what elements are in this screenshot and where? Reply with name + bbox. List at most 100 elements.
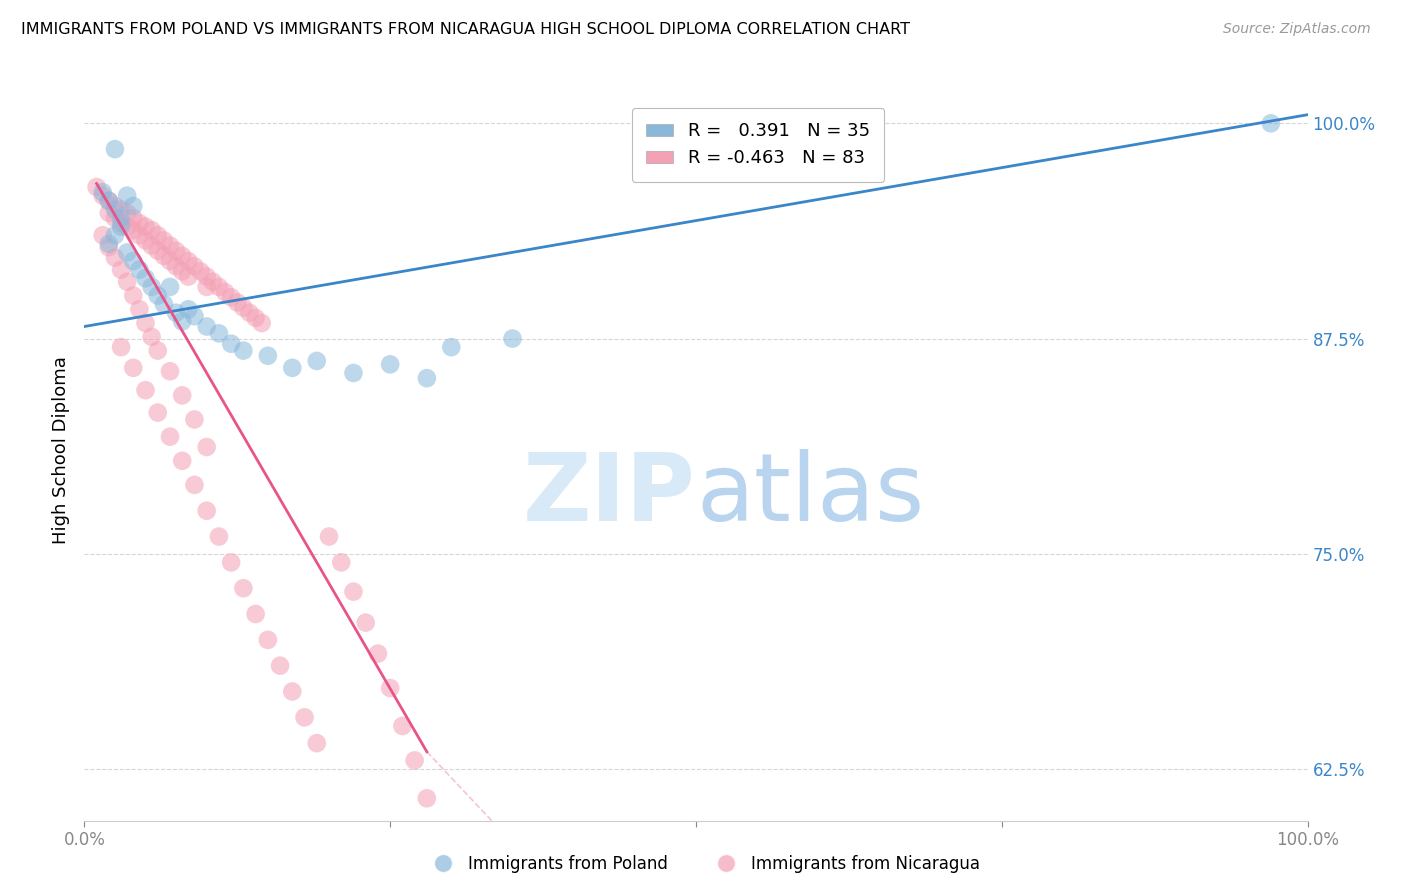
Point [135, 316, 157, 330]
Point [135, 383, 157, 397]
Point [153, 297, 176, 311]
Point [177, 302, 200, 317]
Point [115, 245, 138, 260]
Point [440, 340, 463, 354]
Point [135, 234, 157, 248]
Point [128, 302, 150, 317]
Point [172, 314, 194, 328]
Point [177, 254, 200, 268]
Point [404, 753, 426, 767]
Point [104, 142, 127, 156]
Point [391, 719, 413, 733]
Point [97, 240, 120, 254]
Point [1260, 116, 1282, 130]
Point [195, 269, 218, 284]
Point [115, 206, 138, 220]
Point [159, 364, 181, 378]
Point [115, 275, 138, 289]
Point [159, 280, 181, 294]
Point [128, 262, 150, 277]
Point [165, 306, 187, 320]
Point [219, 336, 242, 351]
Point [330, 555, 353, 569]
Point [380, 681, 402, 695]
Point [281, 684, 304, 698]
Point [159, 430, 181, 444]
Point [416, 791, 439, 805]
Point [122, 288, 145, 302]
Point [122, 211, 145, 225]
Point [232, 581, 254, 595]
Point [159, 238, 181, 252]
Point [208, 280, 231, 294]
Point [172, 249, 194, 263]
Point [238, 306, 260, 320]
Point [232, 343, 254, 358]
Point [146, 244, 169, 258]
Text: atlas: atlas [696, 449, 924, 541]
Point [146, 343, 169, 358]
Point [177, 269, 200, 284]
Point [318, 530, 340, 544]
Point [104, 202, 127, 217]
Point [97, 236, 120, 251]
Point [110, 211, 132, 225]
Point [165, 244, 187, 258]
Point [219, 290, 242, 304]
Point [257, 349, 280, 363]
Point [104, 251, 127, 265]
Point [104, 199, 127, 213]
Point [226, 295, 249, 310]
Point [146, 406, 169, 420]
Point [183, 259, 205, 273]
Point [201, 275, 224, 289]
Point [97, 194, 120, 208]
Point [367, 647, 389, 661]
Point [141, 330, 163, 344]
Point [342, 366, 364, 380]
Point [146, 228, 169, 243]
Point [245, 607, 267, 621]
Point [159, 254, 181, 268]
Point [91, 228, 114, 243]
Point [232, 301, 254, 315]
Point [104, 211, 127, 225]
Point [245, 310, 267, 325]
Legend: R =   0.391   N = 35, R = -0.463   N = 83: R = 0.391 N = 35, R = -0.463 N = 83 [631, 108, 884, 182]
Point [172, 388, 194, 402]
Point [250, 316, 273, 330]
Point [208, 530, 231, 544]
Point [219, 555, 242, 569]
Point [195, 440, 218, 454]
Point [195, 280, 218, 294]
Point [141, 238, 163, 252]
Point [86, 180, 108, 194]
Point [115, 188, 138, 202]
Point [141, 280, 163, 294]
Point [416, 371, 439, 385]
Point [153, 249, 176, 263]
Point [110, 219, 132, 234]
Point [183, 412, 205, 426]
Point [135, 271, 157, 285]
Point [153, 234, 176, 248]
Point [172, 264, 194, 278]
Point [141, 223, 163, 237]
Point [91, 188, 114, 202]
Point [122, 199, 145, 213]
Point [190, 264, 212, 278]
Point [195, 504, 218, 518]
Point [502, 332, 524, 346]
Point [380, 357, 402, 371]
Point [208, 326, 231, 341]
Point [91, 185, 114, 199]
Point [214, 285, 236, 299]
Point [183, 309, 205, 323]
Point [97, 206, 120, 220]
Point [305, 736, 328, 750]
Point [146, 288, 169, 302]
Point [305, 354, 328, 368]
Point [354, 615, 377, 630]
Point [110, 202, 132, 217]
Point [122, 254, 145, 268]
